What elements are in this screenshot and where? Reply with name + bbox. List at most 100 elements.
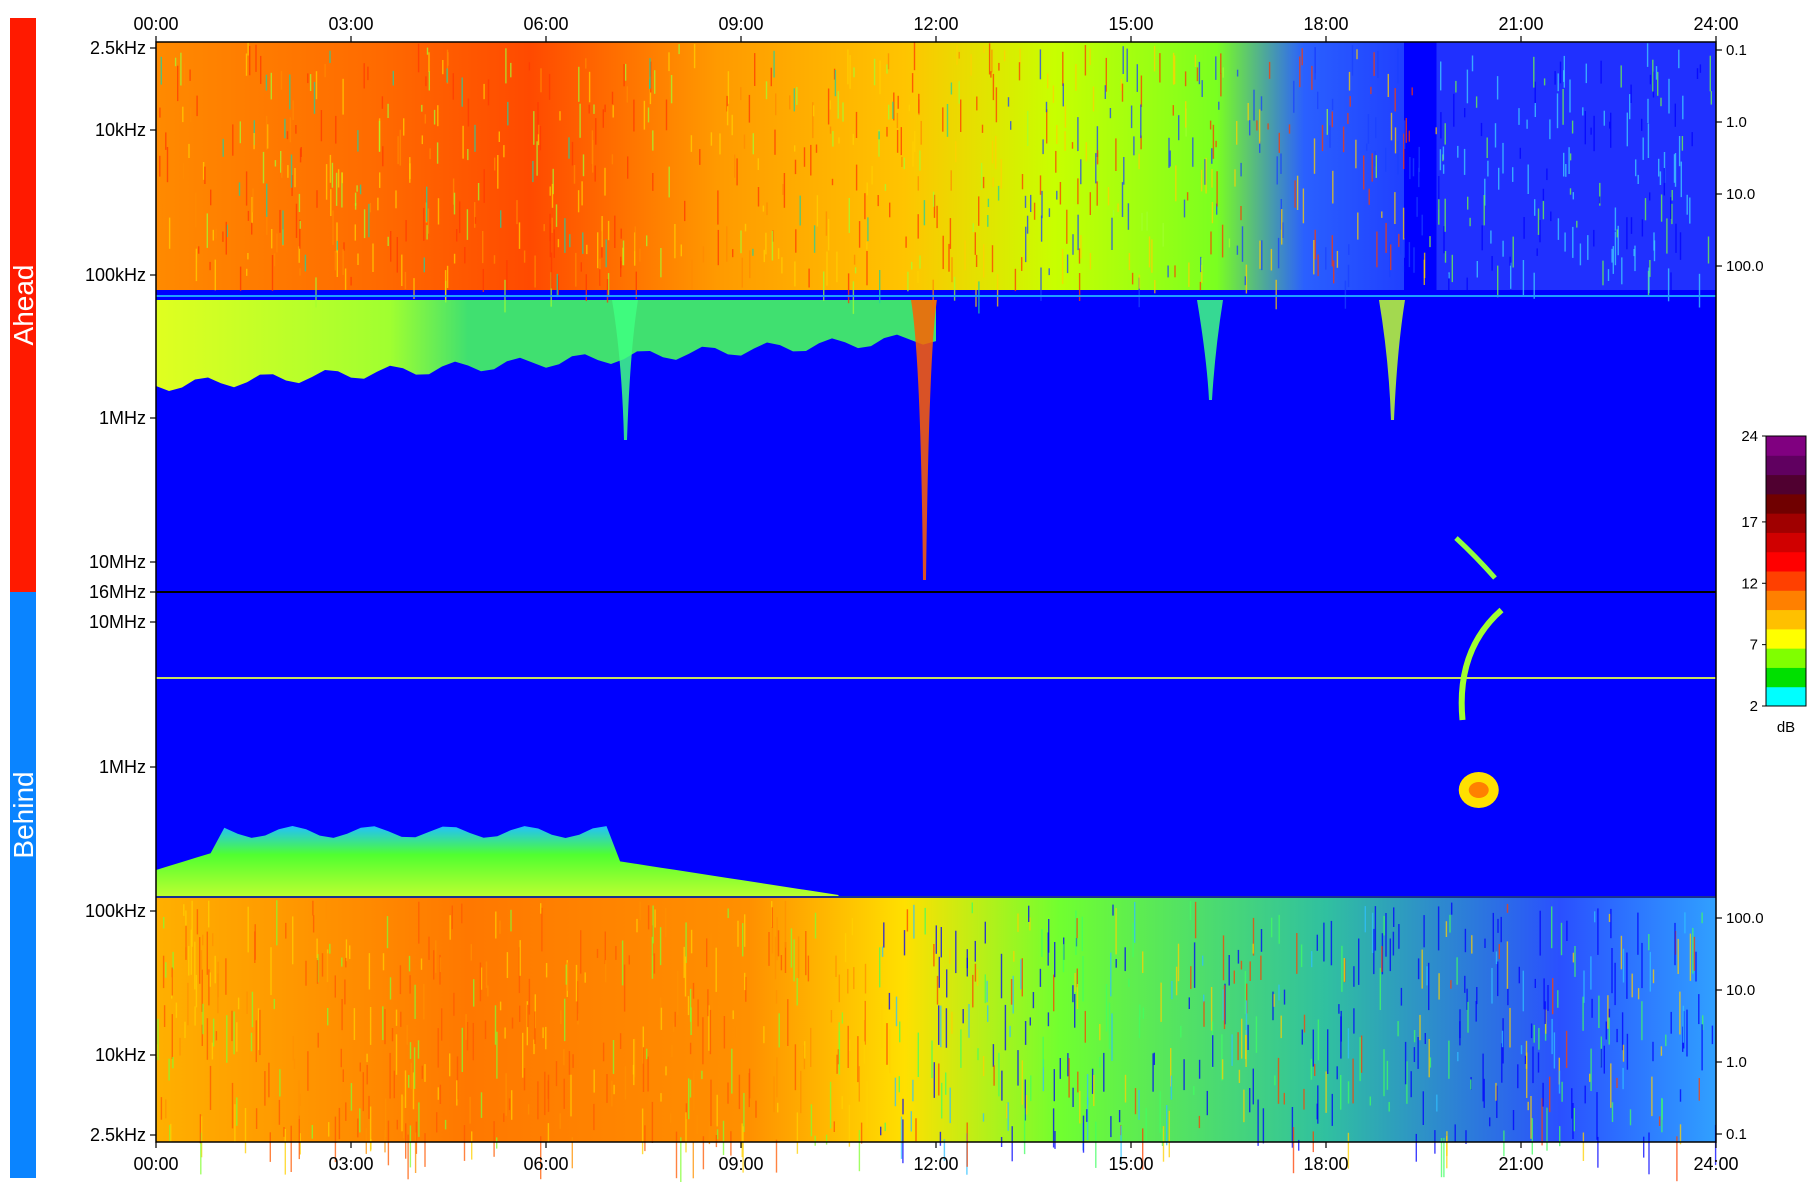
- ahead-noise-streak: [1121, 83, 1124, 102]
- ahead-noise-streak: [1140, 104, 1142, 139]
- behind-noise-streak: [771, 907, 773, 928]
- ahead-noise-streak: [1374, 151, 1376, 167]
- ahead-noise-streak: [888, 104, 890, 120]
- ahead-noise-streak: [503, 145, 505, 158]
- behind-noise-streak: [479, 962, 482, 1002]
- ahead-noise-streak: [477, 183, 480, 201]
- ahead-noise-streak: [399, 129, 401, 166]
- behind-noise-streak: [1661, 1099, 1663, 1120]
- ahead-noise-streak: [579, 103, 581, 138]
- behind-noise-streak: [418, 901, 420, 944]
- behind-noise-streak: [1252, 1068, 1254, 1105]
- behind-noise-streak: [628, 955, 630, 965]
- ahead-noise-streak: [1387, 73, 1389, 97]
- behind-noise-streak: [1168, 1110, 1170, 1158]
- ahead-noise-streak: [1072, 234, 1074, 255]
- behind-noise-streak: [685, 1103, 688, 1120]
- behind-noise-streak: [690, 929, 693, 954]
- ahead-noise-streak: [320, 110, 323, 142]
- behind-noise-streak: [495, 911, 497, 939]
- ahead-noise-streak: [782, 184, 784, 195]
- behind-noise-streak: [1108, 1002, 1111, 1050]
- behind-noise-streak: [1340, 1075, 1342, 1110]
- behind-noise-streak: [902, 1098, 904, 1115]
- behind-noise-streak: [1336, 1066, 1338, 1080]
- behind-noise-streak: [1291, 1107, 1294, 1148]
- behind-noise-streak: [334, 975, 336, 998]
- ahead-noise-streak: [936, 205, 938, 229]
- ahead-noise-streak: [1333, 260, 1335, 284]
- ahead-noise-streak: [942, 107, 944, 132]
- behind-noise-streak: [716, 1129, 719, 1140]
- behind-noise-streak: [966, 1122, 968, 1167]
- ahead-noise-streak: [474, 202, 476, 228]
- ahead-noise-streak: [1390, 244, 1392, 271]
- ahead-noise-streak: [842, 102, 844, 122]
- behind-noise-streak: [1637, 912, 1639, 955]
- behind-noise-streak: [982, 1113, 985, 1122]
- behind-noise-streak: [451, 905, 453, 930]
- ahead-noise-streak: [404, 271, 407, 290]
- ahead-noise-streak: [1466, 69, 1469, 104]
- ahead-noise-streak: [1534, 103, 1536, 117]
- ahead-noise-streak: [1245, 264, 1248, 294]
- ahead-noise-streak: [892, 101, 894, 119]
- ahead-noise-streak: [585, 58, 587, 69]
- behind-noise-streak: [1198, 1115, 1201, 1129]
- behind-noise-streak: [1702, 1015, 1704, 1030]
- ahead-noise-streak: [287, 165, 289, 178]
- behind-noise-streak: [1600, 1048, 1603, 1068]
- behind-noise-streak: [1292, 1127, 1295, 1174]
- behind-noise-streak: [226, 1015, 228, 1063]
- behind-noise-streak: [993, 1065, 995, 1086]
- colorbar-swatch: [1766, 686, 1806, 707]
- ahead-noise-streak: [1565, 164, 1567, 177]
- ahead-noise-streak: [1368, 188, 1370, 205]
- behind-noise-streak: [1417, 1037, 1419, 1069]
- behind-noise-streak: [1255, 1016, 1258, 1053]
- ahead-noise-streak: [901, 156, 903, 167]
- behind-noise-streak: [345, 957, 347, 968]
- ahead-noise-streak: [594, 165, 596, 182]
- ahead-noise-streak: [247, 253, 249, 260]
- ahead-noise-streak: [204, 166, 206, 184]
- ahead-noise-streak: [335, 115, 337, 144]
- ahead-noise-streak: [1201, 80, 1203, 97]
- behind-noise-streak: [365, 1128, 367, 1154]
- behind-noise-streak: [349, 945, 351, 959]
- behind-noise-streak: [247, 906, 249, 953]
- ahead-noise-streak: [247, 42, 249, 56]
- ahead-noise-streak: [325, 164, 328, 200]
- ahead-noise-streak: [474, 217, 477, 224]
- behind-noise-streak: [1417, 958, 1420, 980]
- x-tick-label-bottom: 09:00: [718, 1154, 763, 1174]
- ahead-noise-streak: [889, 202, 891, 218]
- behind-noise-streak: [1017, 913, 1019, 932]
- ahead-noise-streak: [569, 234, 571, 248]
- behind-noise-streak: [1257, 1099, 1259, 1146]
- ahead-noise-streak: [1077, 178, 1079, 205]
- behind-noise-streak: [1684, 912, 1686, 934]
- ahead-noise-streak: [215, 228, 217, 239]
- colorbar-frame: [1765, 435, 1807, 707]
- ahead-noise-streak: [1533, 56, 1535, 88]
- behind-noise-streak: [1341, 945, 1343, 992]
- ahead-noise-streak: [1104, 85, 1106, 99]
- ahead-noise-streak: [1367, 114, 1370, 144]
- behind-noise-streak: [1379, 967, 1381, 1010]
- behind-noise-streak: [165, 962, 167, 978]
- behind-noise-streak: [972, 974, 974, 1008]
- behind-noise-streak: [1520, 1045, 1523, 1055]
- behind-noise-streak: [1610, 1063, 1612, 1108]
- behind-noise-streak: [1506, 941, 1509, 989]
- behind-noise-streak: [1622, 1044, 1625, 1062]
- behind-noise-streak: [1249, 1088, 1251, 1113]
- ahead-noise-streak: [1342, 126, 1345, 153]
- ahead-noise-streak: [1021, 257, 1023, 271]
- ahead-noise-streak: [307, 73, 309, 84]
- ahead-noise-streak: [577, 190, 580, 213]
- behind-noise-streak: [584, 972, 586, 983]
- ahead-noise-streak: [992, 73, 995, 101]
- behind-noise-streak: [1677, 938, 1679, 974]
- behind-noise-streak: [1134, 1088, 1137, 1115]
